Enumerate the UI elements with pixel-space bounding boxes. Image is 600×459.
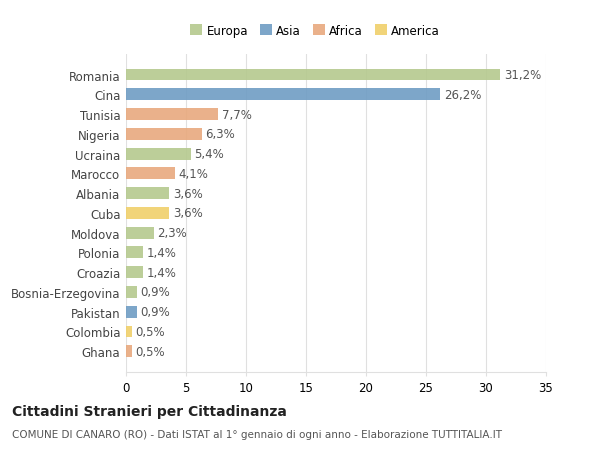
Bar <box>126 69 500 81</box>
Bar <box>126 346 132 358</box>
Text: 1,4%: 1,4% <box>146 246 176 259</box>
Text: 3,6%: 3,6% <box>173 187 203 200</box>
Text: 0,5%: 0,5% <box>136 345 165 358</box>
Bar <box>126 109 218 121</box>
Bar <box>126 247 143 259</box>
Text: 31,2%: 31,2% <box>504 69 541 82</box>
Text: 7,7%: 7,7% <box>222 108 252 121</box>
Text: 2,3%: 2,3% <box>157 227 187 240</box>
Bar <box>126 267 143 279</box>
Legend: Europa, Asia, Africa, America: Europa, Asia, Africa, America <box>185 20 445 42</box>
Bar <box>126 306 137 318</box>
Text: 4,1%: 4,1% <box>179 168 209 180</box>
Bar <box>126 148 191 160</box>
Bar <box>126 168 175 180</box>
Bar <box>126 326 132 338</box>
Bar <box>126 188 169 200</box>
Text: 3,6%: 3,6% <box>173 207 203 220</box>
Text: COMUNE DI CANARO (RO) - Dati ISTAT al 1° gennaio di ogni anno - Elaborazione TUT: COMUNE DI CANARO (RO) - Dati ISTAT al 1°… <box>12 429 502 439</box>
Text: 0,9%: 0,9% <box>140 306 170 319</box>
Text: 5,4%: 5,4% <box>194 148 224 161</box>
Text: 0,9%: 0,9% <box>140 286 170 299</box>
Text: 1,4%: 1,4% <box>146 266 176 279</box>
Bar <box>126 89 440 101</box>
Text: 0,5%: 0,5% <box>136 325 165 338</box>
Text: Cittadini Stranieri per Cittadinanza: Cittadini Stranieri per Cittadinanza <box>12 404 287 418</box>
Text: 6,3%: 6,3% <box>205 128 235 141</box>
Bar <box>126 207 169 219</box>
Text: 26,2%: 26,2% <box>444 89 481 101</box>
Bar <box>126 227 154 239</box>
Bar <box>126 286 137 298</box>
Bar <box>126 129 202 140</box>
